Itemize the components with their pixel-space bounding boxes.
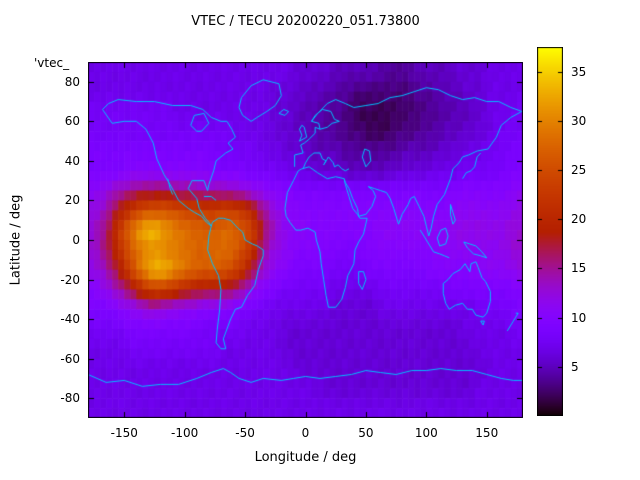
x-axis-label: Longitude / deg — [254, 450, 357, 465]
y-tick-label: 80 — [64, 74, 80, 89]
heatmap-canvas — [88, 62, 523, 418]
y-tick-label: 60 — [64, 114, 80, 129]
colorbar-tick-label: 5 — [571, 359, 579, 374]
series-key-label: 'vtec_ — [34, 56, 70, 70]
colorbar-tick-label: 30 — [571, 113, 587, 128]
y-tick-label: 40 — [64, 153, 80, 168]
x-tick-label: -50 — [235, 426, 255, 440]
colorbar-canvas — [537, 47, 563, 416]
y-tick-label: 0 — [72, 233, 80, 247]
x-tick-label: -100 — [171, 426, 199, 440]
y-tick-label: -40 — [60, 312, 80, 327]
x-tick-label: 0 — [301, 426, 310, 440]
y-tick-label: 20 — [64, 193, 80, 208]
x-tick-label: 150 — [475, 426, 499, 440]
colorbar-tick-label: 15 — [571, 261, 587, 276]
y-tick-label: -80 — [60, 391, 80, 406]
colorbar-tick-label: 25 — [571, 163, 587, 177]
colorbar-tick-label: 20 — [571, 212, 587, 227]
x-tick-label: -150 — [110, 426, 138, 440]
x-tick-label: 100 — [414, 426, 438, 440]
y-tick-label: -60 — [60, 351, 80, 366]
y-tick-label: -20 — [60, 272, 80, 287]
chart-title: VTEC / TECU 20200220_051.73800 — [191, 14, 420, 29]
colorbar-tick-label: 35 — [571, 64, 587, 79]
colorbar-tick-label: 10 — [571, 310, 587, 325]
x-tick-label: 50 — [358, 426, 374, 440]
y-axis-label: Latitude / deg — [8, 194, 24, 286]
